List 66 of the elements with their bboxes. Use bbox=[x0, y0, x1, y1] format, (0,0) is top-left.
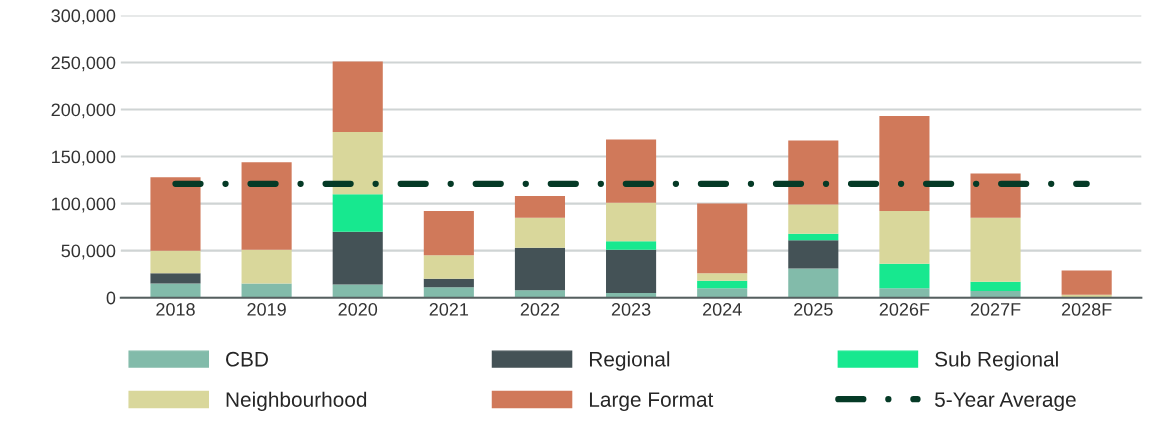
x-tick-label: 2018 bbox=[156, 303, 195, 316]
bar bbox=[514, 247, 566, 291]
legend-label: Sub Regional bbox=[935, 351, 1058, 371]
legend-label: 5-Year Average bbox=[934, 392, 1076, 412]
bar bbox=[332, 194, 383, 232]
x-tick-label: 2024 bbox=[703, 303, 742, 316]
legend-label: Large Format bbox=[589, 392, 714, 412]
bar bbox=[423, 255, 474, 279]
bar bbox=[514, 290, 566, 298]
y-tick-label: 300,000 bbox=[51, 9, 116, 25]
bar bbox=[241, 162, 292, 250]
legend-label: CBD bbox=[226, 351, 268, 367]
x-tick-label: 2022 bbox=[520, 303, 560, 316]
x-tick-label: 2027F bbox=[970, 303, 1021, 316]
legend-label: Neighbourhood bbox=[226, 391, 367, 412]
bar bbox=[150, 177, 201, 251]
bar bbox=[697, 288, 748, 298]
bar bbox=[879, 263, 930, 289]
bar bbox=[241, 249, 292, 284]
bar bbox=[879, 116, 930, 212]
bar bbox=[514, 217, 566, 248]
y-tick-label: 150,000 bbox=[52, 150, 116, 166]
y-tick-label: 0 bbox=[106, 291, 116, 305]
bar bbox=[332, 61, 383, 133]
bar bbox=[606, 139, 657, 203]
bar bbox=[788, 140, 839, 205]
legend-label: Regional bbox=[589, 351, 670, 371]
bar bbox=[423, 278, 474, 288]
bar bbox=[332, 284, 383, 298]
bar bbox=[788, 240, 839, 269]
bar bbox=[788, 233, 839, 241]
x-tick-label: 2020 bbox=[338, 303, 378, 316]
bar bbox=[241, 283, 292, 298]
bar bbox=[788, 268, 839, 298]
bar bbox=[970, 173, 1021, 218]
y-tick-label: 50,000 bbox=[61, 244, 116, 260]
bar bbox=[970, 291, 1021, 298]
bar bbox=[332, 132, 383, 195]
x-tick-label: 2025 bbox=[794, 303, 833, 316]
y-tick-label: 100,000 bbox=[52, 197, 116, 213]
bar bbox=[332, 231, 383, 285]
x-tick-label: 2028F bbox=[1061, 303, 1112, 316]
bar bbox=[697, 280, 748, 289]
bar bbox=[970, 281, 1021, 292]
bar bbox=[697, 273, 748, 281]
bar bbox=[423, 211, 474, 256]
bar bbox=[970, 217, 1021, 282]
bar bbox=[606, 202, 657, 242]
bar bbox=[514, 196, 566, 218]
x-tick-label: 2026F bbox=[879, 303, 930, 316]
x-tick-label: 2021 bbox=[429, 303, 469, 316]
y-tick-label: 200,000 bbox=[51, 103, 116, 119]
x-tick-label: 2019 bbox=[247, 303, 286, 316]
bar bbox=[150, 273, 201, 284]
bar bbox=[606, 249, 657, 293]
bar bbox=[423, 287, 474, 298]
bar bbox=[1061, 270, 1112, 295]
y-tick-label: 250,000 bbox=[51, 56, 116, 72]
bar bbox=[606, 241, 657, 250]
x-tick-label: 2023 bbox=[611, 303, 651, 316]
bar bbox=[879, 288, 930, 298]
bar bbox=[150, 250, 201, 274]
bar bbox=[150, 283, 201, 298]
bar bbox=[879, 211, 930, 264]
bar bbox=[788, 204, 839, 234]
bar bbox=[697, 203, 748, 274]
